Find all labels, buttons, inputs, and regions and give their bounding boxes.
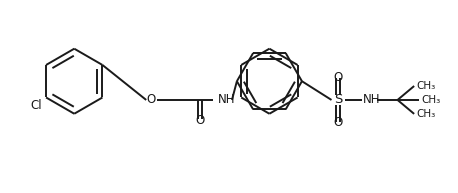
Text: O: O [334, 116, 343, 129]
Text: CH₃: CH₃ [416, 81, 436, 91]
Text: O: O [196, 113, 205, 127]
Text: CH₃: CH₃ [416, 109, 436, 119]
Text: CH₃: CH₃ [421, 95, 441, 105]
Text: Cl: Cl [31, 99, 42, 113]
Text: O: O [147, 93, 156, 107]
Text: NH: NH [363, 93, 381, 107]
Text: S: S [334, 93, 343, 107]
Text: NH: NH [218, 93, 236, 107]
Text: O: O [334, 71, 343, 84]
